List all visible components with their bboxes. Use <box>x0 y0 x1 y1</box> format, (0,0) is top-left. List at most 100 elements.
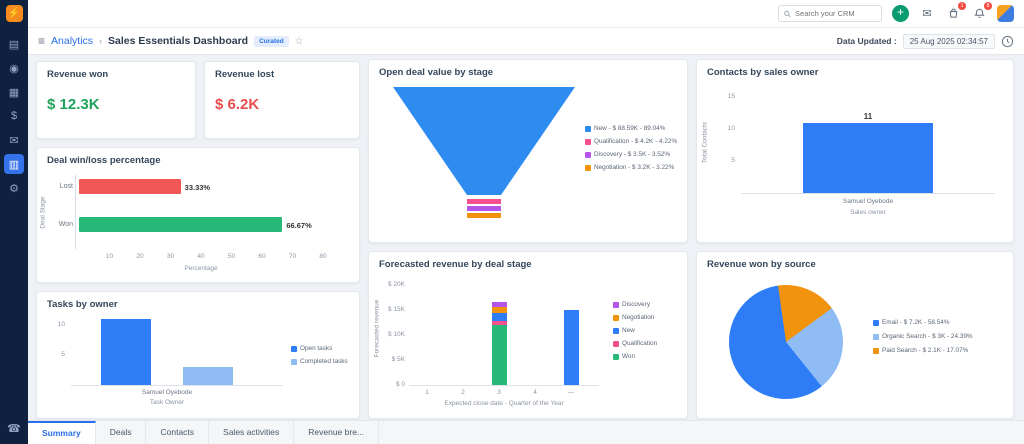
sidebar-item-accounts[interactable]: ▦ <box>8 86 20 99</box>
revenue-won-value: $ 12.3K <box>47 96 100 113</box>
legend-item[interactable]: New <box>613 327 635 334</box>
revenue-lost-value: $ 6.2K <box>215 96 260 113</box>
y-tick: $ 10K <box>388 331 405 338</box>
card-title: Contacts by sales owner <box>707 67 819 78</box>
refresh-history-icon[interactable] <box>1001 35 1014 48</box>
marketplace-icon[interactable]: 1 <box>945 1 966 22</box>
x-tick: 10 <box>105 253 114 260</box>
app-logo[interactable]: ⚡ <box>5 5 23 22</box>
legend-item[interactable]: Qualification <box>613 340 657 347</box>
legend-item[interactable]: Organic Search - $ 3K - 24.39% <box>873 333 973 340</box>
bottom-tabs: Summary Deals Contacts Sales activities Reve… <box>28 420 1024 444</box>
y-tick: 15 <box>727 93 735 100</box>
contacts-chart: 5 10 15 11 Samuel Oyebode Sales owner Total Co… <box>697 81 1013 241</box>
card-title: Revenue won <box>47 69 109 80</box>
sidebar-item-contacts[interactable]: ◉ <box>9 62 19 75</box>
x-axis-title: Expected close date - Quarter of the Yea… <box>444 400 564 407</box>
x-category-label: Samuel Oyebode <box>141 389 193 396</box>
user-avatar[interactable] <box>997 5 1014 22</box>
y-axis-title: Total Contacts <box>701 121 709 164</box>
x-axis-line <box>741 193 995 194</box>
legend-swatch <box>613 353 619 360</box>
tasks-chart: 5 10 Open tasks Completed tasks Samuel Oyebo… <box>37 313 359 417</box>
legend-item[interactable]: Qualification - $ 4.2K - 4.22% <box>585 138 677 145</box>
tab-summary[interactable]: Summary <box>28 421 96 444</box>
y-tick: $ 20K <box>388 281 405 288</box>
legend-item[interactable]: New - $ 88.59K - 89.04% <box>585 125 665 132</box>
sources-pie-chart: Email - $ 7.2K - 58.54% Organic Search - … <box>697 273 1013 417</box>
legend-item[interactable]: Won <box>613 353 635 360</box>
sidebar-item-settings[interactable]: ⚙ <box>9 182 19 195</box>
legend-item[interactable]: Email - $ 7.2K - 58.54% <box>873 319 950 326</box>
stack-segment-new <box>563 310 579 385</box>
x-axis-title: Sales owner <box>850 209 886 216</box>
tab-contacts[interactable]: Contacts <box>146 421 210 444</box>
menu-toggle-icon[interactable]: ≡ <box>38 34 46 48</box>
breadcrumb-analytics[interactable]: Analytics <box>51 35 94 47</box>
quick-create-button[interactable]: + <box>892 5 909 22</box>
tab-revenue-bre-[interactable]: Revenue bre... <box>294 421 380 444</box>
tab-deals[interactable]: Deals <box>95 421 147 444</box>
bar-completed-tasks <box>183 367 233 385</box>
card-revenue-lost: Revenue lost $ 6.2K <box>204 61 360 139</box>
search-input[interactable] <box>795 9 876 18</box>
stack-segment-qualification <box>491 320 507 325</box>
tab-sales-activities[interactable]: Sales activities <box>209 421 295 444</box>
legend-item[interactable]: Negotiation <box>613 314 654 321</box>
forecast-chart: $ 0 $ 5K $ 10K $ 15K $ 20K 1 2 3 4 — Expected clos… <box>369 273 687 417</box>
legend-item[interactable]: Discovery - $ 3.5K - 3.52% <box>585 151 670 158</box>
card-tasks: Tasks by owner 5 10 Open tasks Completed ta… <box>36 291 360 419</box>
legend-swatch <box>585 164 591 171</box>
legend-swatch <box>873 333 879 340</box>
favorite-star-icon[interactable]: ☆ <box>294 35 304 47</box>
card-contacts: Contacts by sales owner 5 10 15 11 Samuel Oy… <box>696 59 1014 243</box>
sidebar-item-modules[interactable]: ▤ <box>8 38 20 51</box>
card-sources: Revenue won by source Email - $ 7.2K - 5… <box>696 251 1014 419</box>
bell-icon <box>973 8 985 18</box>
x-tick: 70 <box>288 253 297 260</box>
legend-swatch <box>585 151 591 158</box>
cart-badge: 1 <box>958 1 966 10</box>
stack-segment-won <box>491 325 507 385</box>
y-tick: 5 <box>61 351 65 358</box>
search-box[interactable] <box>778 5 882 22</box>
card-title: Open deal value by stage <box>379 67 494 78</box>
x-tick: 3 <box>497 389 501 396</box>
legend-item[interactable]: Negotiation - $ 3.2K - 3.22% <box>585 164 674 171</box>
card-title: Revenue lost <box>215 69 275 80</box>
x-tick: — <box>567 389 575 396</box>
card-funnel: Open deal value by stage New - $ 88.59K … <box>368 59 688 243</box>
y-tick: 5 <box>731 157 735 164</box>
x-tick: 2 <box>461 389 465 396</box>
x-tick: 40 <box>197 253 205 260</box>
legend-swatch <box>613 314 619 321</box>
card-title: Forecasted revenue by deal stage <box>379 259 532 270</box>
x-tick: 30 <box>166 253 175 260</box>
y-tick: 10 <box>727 125 735 132</box>
mail-icon[interactable]: ✉ <box>922 8 932 20</box>
y-category-label: Won <box>58 221 73 228</box>
phone-icon[interactable]: ☎ <box>7 422 21 435</box>
x-tick: 1 <box>425 389 429 396</box>
topbar: + ✉ 1 8 <box>28 0 1024 28</box>
bar-lost <box>79 179 181 194</box>
sidebar-item-deals[interactable]: $ <box>10 110 18 122</box>
card-forecast: Forecasted revenue by deal stage $ 0 $ 5K… <box>368 251 688 419</box>
stack-segment-new <box>491 312 507 321</box>
legend-item[interactable]: Open tasks <box>291 345 332 352</box>
breadcrumb-bar: ≡ Analytics › Sales Essentials Dashboard… <box>28 28 1024 55</box>
legend-item[interactable]: Completed tasks <box>291 358 348 365</box>
search-icon <box>784 10 791 17</box>
sidebar-item-mail[interactable]: ✉ <box>9 134 19 147</box>
legend-swatch <box>873 347 879 354</box>
win-loss-chart: 10 20 30 40 50 60 70 80 Lost 33.33% Won 66.67% Perce… <box>37 169 359 281</box>
legend-item[interactable]: Discovery <box>613 301 650 308</box>
x-axis-title: Task Owner <box>149 399 185 406</box>
sidebar-item-analytics[interactable]: ▥ <box>4 154 24 174</box>
card-win-loss: Deal win/loss percentage 10 20 30 40 50 60 70 8… <box>36 147 360 283</box>
data-updated-value: 25 Aug 2025 02:34:57 <box>902 33 995 49</box>
legend-item[interactable]: Paid Search - $ 2.1K - 17.07% <box>873 347 968 354</box>
y-axis-line <box>75 175 76 249</box>
x-category-label: Samuel Oyebode <box>842 198 894 205</box>
notifications-bell-icon[interactable]: 8 <box>971 1 992 22</box>
